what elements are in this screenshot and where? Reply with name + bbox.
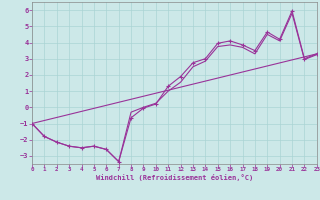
X-axis label: Windchill (Refroidissement éolien,°C): Windchill (Refroidissement éolien,°C) — [96, 174, 253, 181]
